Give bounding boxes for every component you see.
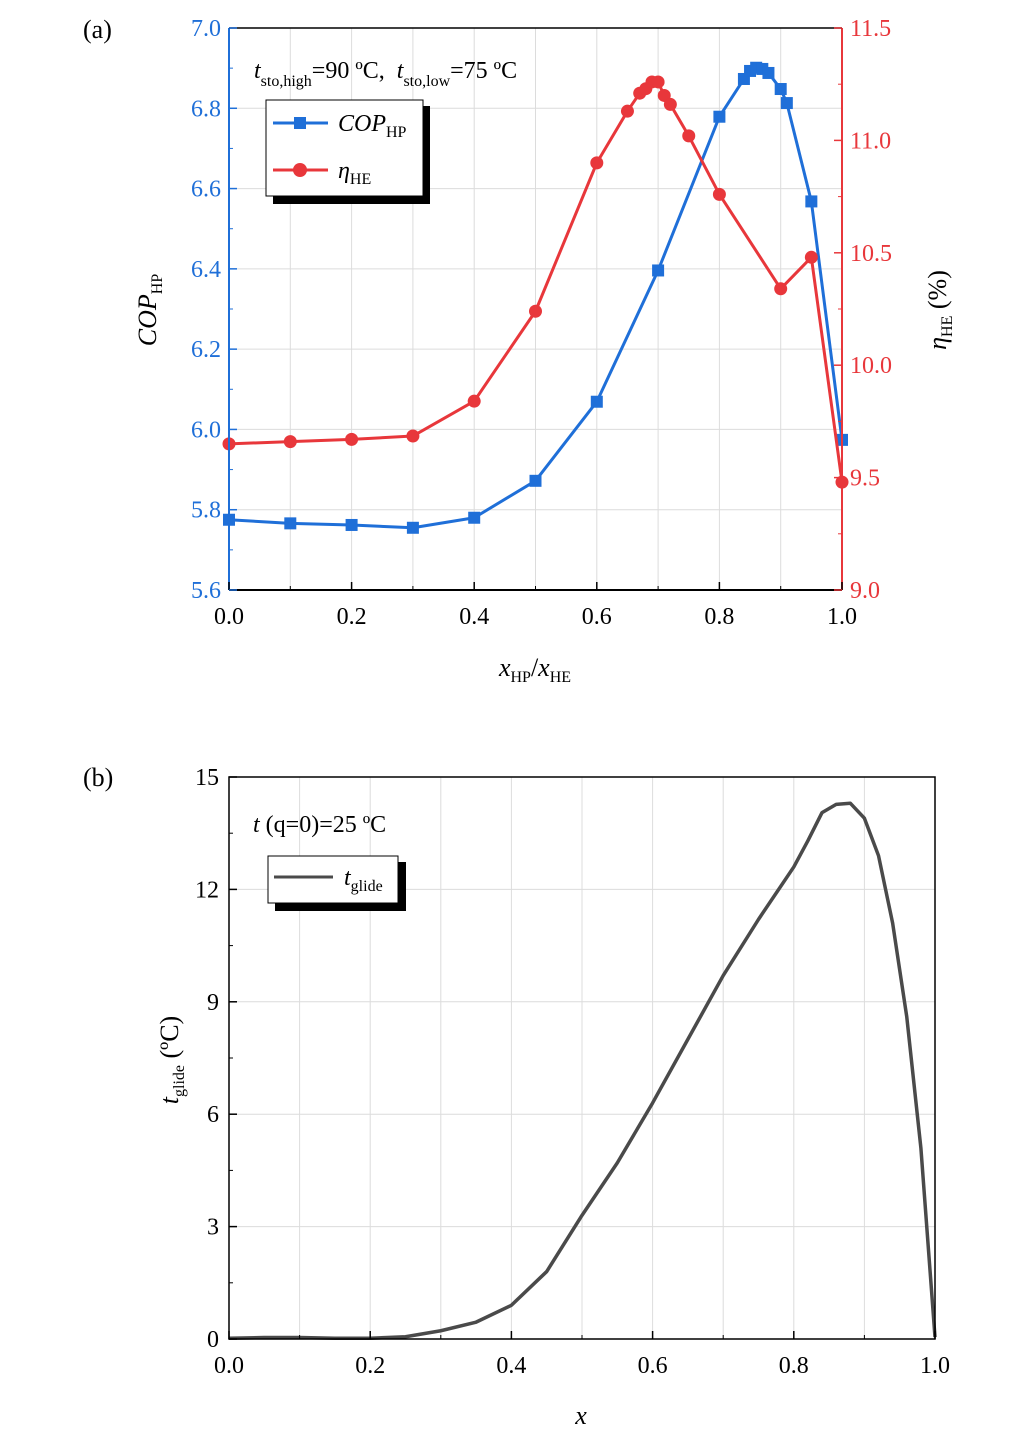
cop-point <box>406 521 419 534</box>
eta-point <box>406 429 420 443</box>
y-left-tick-label: 6.2 <box>191 337 221 363</box>
y-right-tick-label: 11.5 <box>850 16 891 42</box>
x-tick-label: 0.4 <box>496 1353 526 1379</box>
panel-b-legend: tglide <box>267 855 406 911</box>
anno-t1-sub: sto,high <box>261 73 312 90</box>
x-tick-label: 1.0 <box>920 1353 950 1379</box>
cop-point <box>590 395 603 408</box>
x-tick-label: 0.2 <box>355 1353 385 1379</box>
legend-cop-label: COPHP <box>338 111 407 141</box>
anno-t2-sub: sto,low <box>403 73 450 90</box>
y-left-tick-label: 6.0 <box>191 417 221 443</box>
cop-point <box>284 517 297 530</box>
eta-point <box>804 250 818 264</box>
cop-point <box>805 195 818 208</box>
cop-point <box>468 511 481 524</box>
panel-a-ylabel-right: ηHE (%) <box>923 270 956 350</box>
eta-point <box>590 156 604 170</box>
panel-b-xlabel: x <box>574 1401 587 1430</box>
y-tick-label: 0 <box>207 1327 219 1353</box>
eta-point <box>651 75 665 89</box>
panel-a-axes: 0.0 0.2 0.4 0.6 0.8 1.0 5.6 5.8 6.0 6.2 6.4 6.6 6.8 7… <box>191 16 892 630</box>
eta-point <box>345 432 359 446</box>
anno-t1-val: =90 ºC, <box>312 58 385 84</box>
y-left-tick-label: 6.4 <box>191 257 221 283</box>
eta-point <box>283 435 297 449</box>
x-tick-label: 0.0 <box>214 604 244 630</box>
x-tick-label: 0.8 <box>779 1353 809 1379</box>
y-left-tick-label: 5.8 <box>191 498 221 524</box>
cop-point <box>529 474 542 487</box>
anno-t1: t <box>254 58 262 84</box>
y-left-tick-label: 6.8 <box>191 96 221 122</box>
legend-b-box <box>267 855 399 904</box>
y-left-tick-label: 5.6 <box>191 578 221 604</box>
y-tick-label: 6 <box>207 1102 219 1128</box>
panel-a-xlabel: xHP/xHE <box>498 653 571 686</box>
cop-point <box>713 110 726 123</box>
x-tick-label: 0.6 <box>638 1353 668 1379</box>
panel-b-ylabel: tglide (ºC) <box>155 1016 188 1104</box>
x-tick-label: 0.8 <box>704 604 734 630</box>
y-tick-label: 3 <box>207 1215 219 1241</box>
cop-point <box>345 518 358 531</box>
anno-t2: t <box>397 58 405 84</box>
y-right-tick-label: 10.5 <box>850 241 892 267</box>
cop-point <box>652 264 665 277</box>
eta-point <box>712 187 726 201</box>
y-right-tick-label: 9.5 <box>850 466 880 492</box>
eta-point <box>663 97 677 111</box>
cop-point <box>756 62 769 75</box>
glide-series-line <box>228 801 937 1341</box>
y-right-tick-label: 11.0 <box>850 128 891 154</box>
y-right-tick-label: 9.0 <box>850 578 880 604</box>
eta-point <box>682 129 696 143</box>
legend-eta-marker <box>293 163 307 177</box>
panel-b-axes: 0.0 0.2 0.4 0.6 0.8 1.0 0 3 6 9 12 15 <box>195 765 950 1379</box>
y-right-tick-label: 10.0 <box>850 353 892 379</box>
cop-point <box>762 66 775 79</box>
y-tick-label: 9 <box>207 990 219 1016</box>
eta-point <box>620 104 634 118</box>
legend-box <box>265 99 424 197</box>
y-tick-label: 15 <box>195 765 219 791</box>
panel-a-annotation: tsto,high=90 ºC, tsto,low=75 ºC <box>254 58 517 90</box>
cop-point <box>774 83 787 96</box>
y-left-tick-label: 6.6 <box>191 177 221 203</box>
panel-b: (b) 0.0 0.2 0.4 0.6 0.8 1.0 0 3 6 9 12 15 t (q=0)=2… <box>83 763 950 1430</box>
legend-cop-marker <box>294 117 306 129</box>
legend-eta-label: ηHE <box>338 158 371 188</box>
cop-point <box>750 61 763 74</box>
panel-a-series <box>222 61 849 534</box>
y-left-tick-label: 7.0 <box>191 16 221 42</box>
panel-b-series <box>228 801 937 1341</box>
x-tick-label: 1.0 <box>827 604 857 630</box>
panel-b-annotation: t (q=0)=25 ºC <box>253 812 386 838</box>
anno-t2-val: =75 ºC <box>450 58 517 84</box>
panel-a: (a) 0.0 0.2 0.4 0.6 0.8 1.0 5.6 5.8 6.0 6.2 6.4 6.6… <box>83 15 956 686</box>
x-tick-label: 0.4 <box>459 604 489 630</box>
eta-point <box>529 304 542 318</box>
legend-glide-label: tglide <box>344 865 383 895</box>
x-tick-label: 0.6 <box>582 604 612 630</box>
cop-point <box>780 97 793 110</box>
eta-point <box>774 282 788 296</box>
x-tick-label: 0.0 <box>214 1353 244 1379</box>
eta-point <box>467 394 481 408</box>
panel-b-label: (b) <box>83 763 113 792</box>
panel-a-ylabel-left: COPHP <box>133 274 166 347</box>
panel-a-legend: COPHP ηHE <box>265 99 430 204</box>
x-tick-label: 0.2 <box>337 604 367 630</box>
panel-a-label: (a) <box>83 15 112 44</box>
y-tick-label: 12 <box>195 877 219 903</box>
